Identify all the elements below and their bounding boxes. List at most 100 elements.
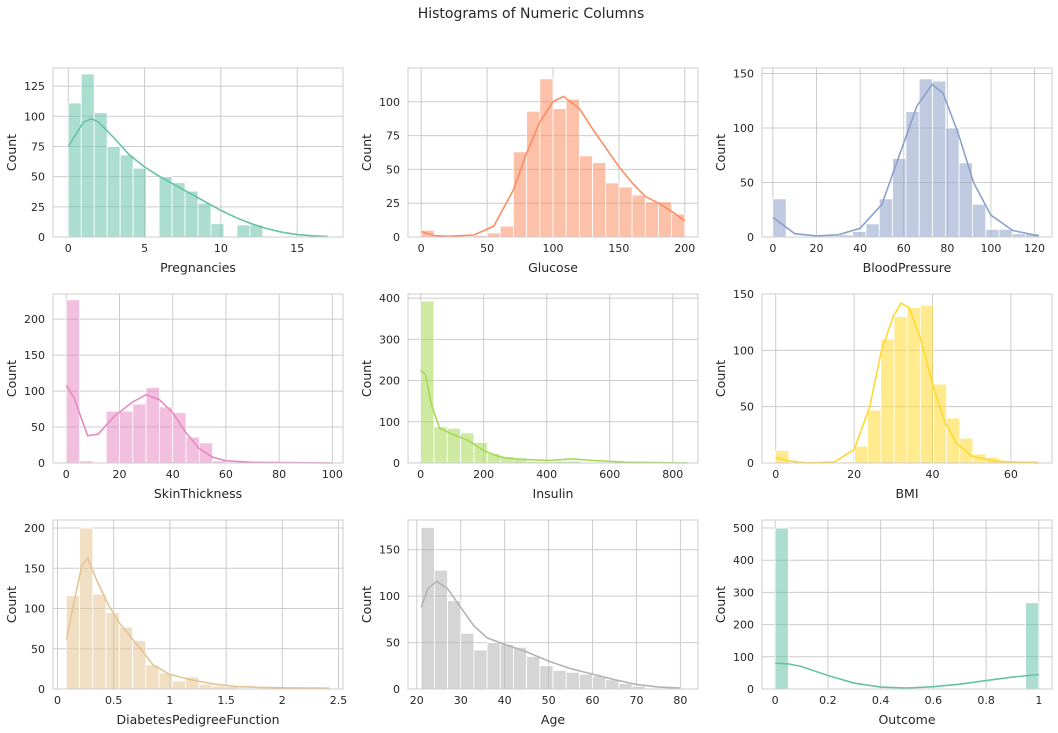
x-tick-label: 15 xyxy=(290,242,304,255)
y-axis-label: Count xyxy=(359,586,374,623)
x-tick-label: 1.5 xyxy=(217,694,235,707)
histogram-bar xyxy=(526,656,541,690)
y-tick-label: 150 xyxy=(24,349,45,362)
y-tick-label: 400 xyxy=(733,554,754,567)
x-tick-label: 40 xyxy=(853,242,867,255)
plot-area xyxy=(53,294,343,463)
histogram-bar xyxy=(93,112,108,238)
x-tick-label: 0 xyxy=(772,694,779,707)
histogram-bar xyxy=(119,154,134,238)
y-axis-label: Count xyxy=(359,134,374,171)
x-tick-label: 20 xyxy=(113,468,127,481)
kde-curve xyxy=(420,580,681,689)
histogram-bar xyxy=(945,127,960,238)
x-tick-label: 600 xyxy=(599,468,620,481)
histogram-bar xyxy=(132,167,147,238)
y-tick-label: 50 xyxy=(31,421,45,434)
x-tick-label: 100 xyxy=(322,468,343,481)
x-tick-label: 0 xyxy=(769,242,776,255)
y-axis-label: Count xyxy=(713,134,728,171)
histogram-bar xyxy=(578,155,593,238)
y-tick-label: 100 xyxy=(24,385,45,398)
y-tick-label: 300 xyxy=(379,333,400,346)
y-tick-label: 0 xyxy=(393,683,400,696)
histogram-bar xyxy=(486,232,501,238)
x-tick-label: 120 xyxy=(1024,242,1045,255)
axes-frame xyxy=(761,67,1053,238)
y-tick-label: 150 xyxy=(379,544,400,557)
subplot-bloodpressure: 0 20 40 60 80 100 120 0 50 100 150 BloodPressure Cou… xyxy=(713,67,1053,275)
x-tick-label: 0.5 xyxy=(105,694,123,707)
histogram-bar xyxy=(158,176,173,238)
histogram-bar xyxy=(552,670,567,690)
x-tick-label: 40 xyxy=(925,468,939,481)
histogram-bar xyxy=(145,664,160,690)
histogram-bar xyxy=(159,406,174,464)
histogram-bar xyxy=(880,338,895,464)
figure-title: Histograms of Numeric Columns xyxy=(418,6,645,22)
histogram-bar xyxy=(972,203,987,238)
x-tick-label: 1 xyxy=(166,694,173,707)
y-tick-label: 150 xyxy=(733,288,754,301)
x-tick-label: 200 xyxy=(473,468,494,481)
kde-curve xyxy=(420,369,688,464)
y-tick-label: 50 xyxy=(31,171,45,184)
x-tick-label: 1 xyxy=(1035,694,1042,707)
y-axis-label: Count xyxy=(4,360,19,397)
histogram-bar xyxy=(919,304,934,464)
x-tick-label: 0.6 xyxy=(925,694,943,707)
y-tick-label: 0 xyxy=(393,457,400,470)
x-tick-label: 0 xyxy=(417,468,424,481)
x-tick-label: 60 xyxy=(1004,468,1018,481)
y-tick-label: 150 xyxy=(733,67,754,80)
plot-area xyxy=(762,520,1052,689)
x-axis-label: BloodPressure xyxy=(863,260,952,275)
x-tick-label: 0.2 xyxy=(819,694,837,707)
histogram-bar xyxy=(618,186,633,238)
histogram-bar xyxy=(473,649,488,690)
x-axis-label: Pregnancies xyxy=(160,260,236,275)
y-tick-label: 50 xyxy=(740,401,754,414)
x-tick-label: 80 xyxy=(673,694,687,707)
subplot-glucose: 0 50 100 150 200 0 25 50 75 100 Glucose Count xyxy=(359,67,699,275)
y-tick-label: 50 xyxy=(740,176,754,189)
histogram-bar xyxy=(105,612,120,690)
axes-frame xyxy=(52,519,344,690)
y-tick-label: 100 xyxy=(24,110,45,123)
histogram-bar xyxy=(79,527,94,690)
kde-curve xyxy=(775,301,1039,464)
x-tick-label: 80 xyxy=(272,468,286,481)
axes-frame xyxy=(407,67,699,238)
y-tick-label: 100 xyxy=(733,344,754,357)
x-tick-label: 0 xyxy=(772,468,779,481)
x-tick-label: 60 xyxy=(219,468,233,481)
histogram-bar xyxy=(486,642,501,690)
histogram-bar xyxy=(578,673,593,690)
x-tick-label: 20 xyxy=(847,468,861,481)
x-tick-label: 30 xyxy=(454,694,468,707)
y-tick-label: 0 xyxy=(38,231,45,244)
histogram-bar xyxy=(65,299,81,464)
y-tick-label: 200 xyxy=(733,619,754,632)
y-tick-label: 50 xyxy=(386,163,400,176)
subplot-outcome: 0 0.2 0.4 0.6 0.8 1 0 100 200 300 400 500 Outcome Cou… xyxy=(713,519,1053,727)
y-tick-label: 25 xyxy=(386,197,400,210)
histogram-bar xyxy=(197,202,212,238)
histogram-bar xyxy=(854,445,869,464)
y-tick-label: 0 xyxy=(747,457,754,470)
axes-frame xyxy=(52,293,344,464)
histogram-bar xyxy=(171,182,186,238)
histogram-bar xyxy=(592,162,607,238)
x-tick-label: 20 xyxy=(810,242,824,255)
kde-curve xyxy=(772,83,1040,237)
y-tick-label: 500 xyxy=(733,522,754,535)
x-tick-label: 60 xyxy=(586,694,600,707)
histogram-bar xyxy=(644,201,659,238)
x-axis-label: Glucose xyxy=(528,260,578,275)
histogram-bar xyxy=(539,78,554,238)
x-tick-label: 5 xyxy=(141,242,148,255)
histogram-bar xyxy=(918,78,933,238)
x-tick-label: 2 xyxy=(279,694,286,707)
kde-curve xyxy=(65,557,330,689)
axes-frame xyxy=(52,67,344,238)
